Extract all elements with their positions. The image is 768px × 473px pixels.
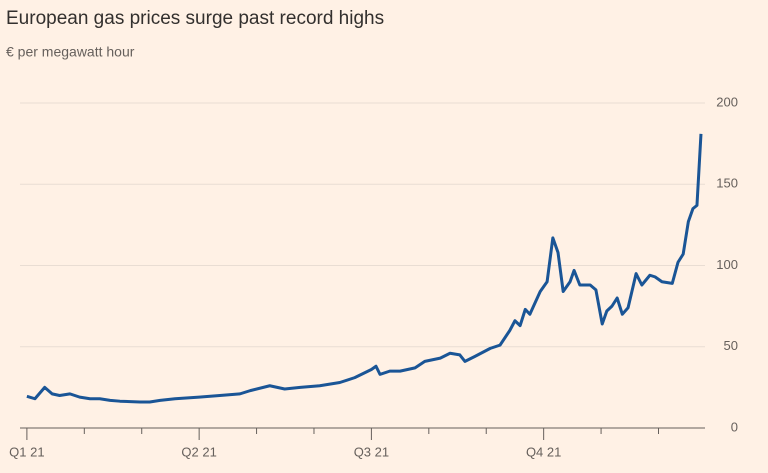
x-tick-label: Q4 21 [526, 444, 561, 459]
y-tick-label: 100 [716, 257, 738, 272]
y-tick-label: 200 [716, 94, 738, 109]
line [26, 133, 703, 404]
chart-subtitle: € per megawatt hour [6, 44, 135, 60]
y-tick-label: 0 [731, 419, 738, 434]
y-tick-label: 150 [716, 176, 738, 191]
y-tick-label: 50 [724, 338, 738, 353]
chart-title: European gas prices surge past record hi… [6, 8, 384, 29]
x-tick-label: Q3 21 [354, 444, 389, 459]
x-tick-label: Q1 21 [9, 444, 44, 459]
x-tick-label: Q2 21 [181, 444, 216, 459]
